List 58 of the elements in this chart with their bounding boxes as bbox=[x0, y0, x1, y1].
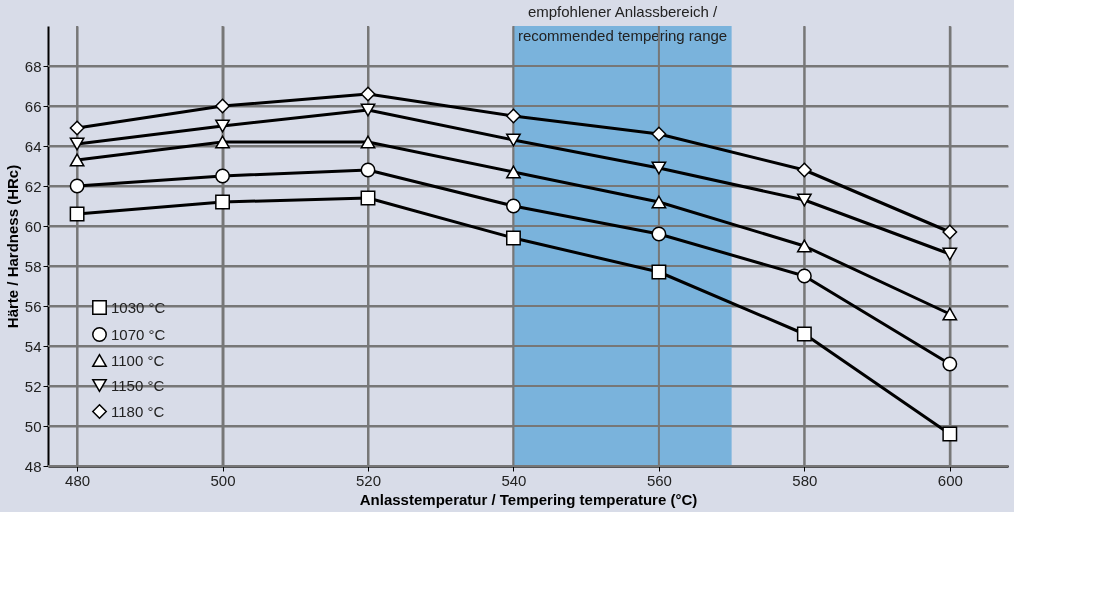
x-tick-label: 500 bbox=[210, 471, 236, 489]
point bbox=[651, 161, 667, 175]
y-axis-title: Härte / Hardness (HRc) bbox=[3, 164, 21, 329]
point bbox=[942, 356, 958, 372]
y-tick-label: 52 bbox=[24, 377, 42, 395]
point bbox=[651, 226, 667, 242]
point bbox=[506, 165, 521, 179]
band-label: empfohlener Anlassbereich / recommended tempering range bbox=[517, 3, 728, 44]
point bbox=[360, 86, 376, 102]
point bbox=[215, 98, 230, 114]
x-tick-label: 600 bbox=[937, 471, 963, 489]
point bbox=[360, 162, 376, 178]
legend-label: 1070 °C bbox=[111, 325, 166, 343]
point bbox=[796, 239, 812, 253]
point bbox=[506, 133, 521, 147]
y-tick-label: 68 bbox=[24, 57, 42, 75]
point bbox=[69, 120, 85, 136]
point bbox=[942, 247, 958, 261]
x-tick-label: 480 bbox=[65, 471, 91, 489]
point bbox=[796, 326, 812, 342]
point bbox=[360, 103, 376, 117]
y-tick-label: 54 bbox=[24, 337, 42, 355]
point bbox=[796, 193, 812, 207]
y-tick-label: 66 bbox=[24, 97, 42, 115]
point bbox=[651, 195, 667, 209]
point bbox=[506, 108, 521, 124]
point bbox=[942, 307, 958, 321]
point bbox=[651, 126, 667, 142]
y-tick-label: 48 bbox=[24, 457, 42, 475]
point bbox=[69, 178, 85, 194]
point bbox=[651, 264, 667, 280]
point bbox=[69, 206, 85, 222]
legend-label: 1180 °C bbox=[111, 402, 165, 420]
y-tick-label: 56 bbox=[24, 297, 42, 315]
point bbox=[215, 194, 230, 210]
point bbox=[942, 426, 958, 442]
point bbox=[506, 230, 521, 246]
point bbox=[215, 119, 230, 133]
x-tick-label: 560 bbox=[646, 471, 672, 489]
x-tick-label: 540 bbox=[501, 471, 527, 489]
point bbox=[506, 198, 521, 214]
x-tick-label: 520 bbox=[355, 471, 382, 489]
y-tick-label: 50 bbox=[24, 417, 42, 435]
point bbox=[215, 135, 230, 149]
legend-label: 1100 °C bbox=[111, 351, 165, 369]
y-tick-label: 62 bbox=[24, 177, 42, 195]
y-tick-label: 60 bbox=[24, 217, 42, 235]
point bbox=[69, 153, 85, 167]
point bbox=[360, 135, 376, 149]
y-tick-label: 58 bbox=[24, 257, 42, 275]
point bbox=[942, 224, 958, 240]
point bbox=[215, 168, 230, 184]
point bbox=[796, 268, 812, 284]
x-axis-title: Anlasstemperatur / Tempering temperature (°C) bbox=[359, 490, 698, 508]
point bbox=[69, 137, 85, 151]
x-tick-label: 580 bbox=[792, 471, 818, 489]
point bbox=[796, 162, 812, 178]
y-tick-label: 64 bbox=[24, 137, 42, 155]
